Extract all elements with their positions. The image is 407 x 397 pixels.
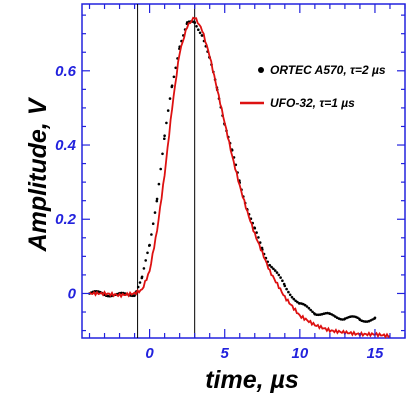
series-point-ortec (155, 199, 159, 203)
series-point-ortec (287, 290, 290, 294)
series-point-ortec (174, 66, 177, 70)
series-point-ortec (305, 305, 309, 308)
series-point-ortec (165, 121, 168, 125)
x-tick-label: 15 (367, 345, 384, 362)
series-point-ortec (146, 251, 149, 255)
series-point-ortec (197, 28, 200, 32)
series-point-ortec (294, 299, 297, 303)
series-point-ortec (166, 109, 170, 112)
series-point-ortec (168, 97, 172, 100)
series-point-ortec (307, 306, 311, 310)
series-point-ortec (163, 134, 166, 137)
series-point-ortec (373, 316, 377, 320)
series-point-ortec (272, 267, 275, 271)
series-point-ortec (283, 284, 287, 288)
series-point-ortec (303, 303, 307, 307)
y-tick-label: 0.2 (55, 211, 77, 228)
legend-marker-ortec (258, 67, 264, 73)
series-point-ortec (136, 285, 140, 289)
y-tick-label: 0.6 (55, 63, 77, 80)
series-point-ortec (157, 182, 161, 186)
legend: ORTEC A570, τ=2 µs UFO-32, τ=1 µs (240, 63, 386, 110)
series-point-ortec (292, 297, 296, 301)
series-point-ortec (159, 167, 162, 171)
series-point-ortec (255, 231, 258, 234)
series-point-ortec (142, 267, 146, 270)
series-point-ortec (161, 152, 164, 156)
series-point-ortec (279, 276, 282, 279)
series-line-ufo (88, 16, 391, 339)
y-axis-ticks: 0 0.2 0.4 0.6 (55, 14, 405, 332)
plot-area (81, 3, 406, 339)
series-point-ortec (364, 320, 367, 323)
series-point-ortec (285, 287, 288, 291)
series-point-ortec (155, 197, 159, 201)
series-point-ortec (200, 34, 204, 37)
series-point-ortec (153, 211, 157, 214)
y-tick-label: 0.4 (55, 137, 77, 154)
series-point-ortec (150, 233, 153, 236)
y-axis-label: Amplitude, V (24, 96, 52, 252)
series-point-ortec (163, 137, 166, 140)
series-point-ortec (290, 295, 294, 299)
legend-label-ortec: ORTEC A570, τ=2 µs (270, 63, 386, 77)
series-point-ortec (309, 308, 313, 312)
series-point-ortec (277, 273, 281, 277)
legend-label-ufo: UFO-32, τ=1 µs (270, 96, 355, 110)
x-axis-ticks: 0 5 10 15 (88, 4, 406, 362)
series-point-ortec (273, 269, 277, 272)
series-point-ortec (138, 281, 142, 284)
series-point-ortec (195, 25, 198, 28)
series-point-ortec (253, 226, 257, 230)
series-point-ortec (172, 75, 176, 79)
series-1 (88, 16, 391, 339)
series-point-ortec (311, 310, 314, 314)
plot-frame (81, 3, 406, 339)
series-point-ortec (268, 264, 272, 267)
series-point-ortec (193, 21, 196, 25)
series-point-ortec (198, 31, 202, 35)
series-point-ortec (275, 271, 279, 274)
series-point-ortec (133, 294, 136, 297)
series-point-ortec (170, 84, 174, 87)
x-tick-label: 5 (221, 345, 230, 362)
series-point-ortec (257, 236, 260, 239)
y-tick-label: 0 (68, 285, 77, 302)
series-point-ortec (151, 222, 155, 225)
series-point-ortec (281, 279, 284, 283)
series-point-ortec (140, 275, 144, 279)
x-tick-label: 10 (291, 345, 308, 362)
x-axis-label: time, µs (205, 366, 299, 394)
series-point-ortec (144, 259, 147, 262)
series-point-ortec (288, 293, 292, 297)
series-point-ortec (148, 243, 151, 247)
x-tick-label: 0 (145, 345, 154, 362)
series-point-ortec (296, 300, 299, 304)
series-point-ortec (270, 265, 273, 269)
